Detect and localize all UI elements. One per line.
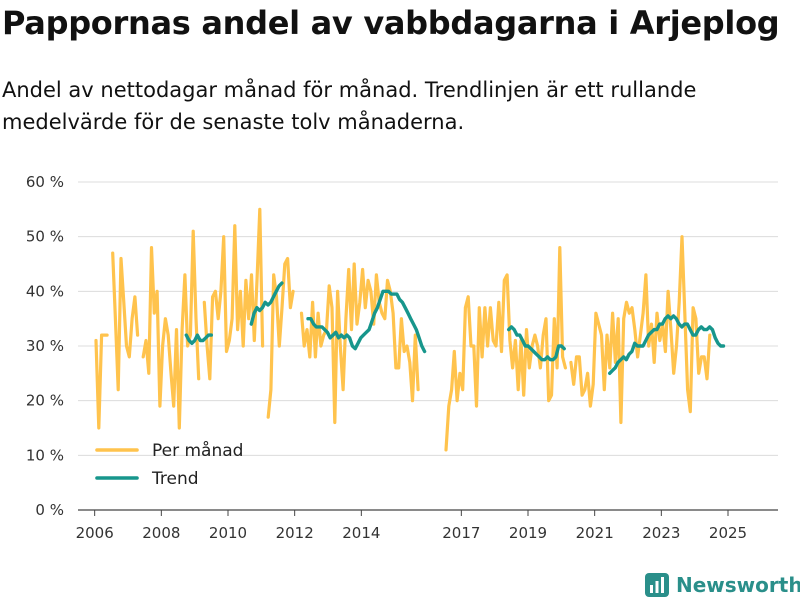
series-segment — [507, 325, 566, 362]
x-tick-label: 2010 — [209, 524, 247, 542]
x-tick-label: 2017 — [442, 524, 480, 542]
chart-subtitle: Andel av nettodagar månad för månad. Tre… — [2, 78, 697, 134]
series-segment — [249, 281, 284, 326]
x-tick-label: 2006 — [76, 524, 114, 542]
x-tick-label: 2008 — [142, 524, 180, 542]
legend-label: Trend — [151, 469, 199, 489]
series-segment — [184, 333, 213, 345]
y-tick-label: 50 % — [26, 228, 64, 246]
y-tick-label: 10 % — [26, 446, 64, 464]
newsworthy-logo-icon — [645, 573, 669, 597]
y-tick-label: 0 % — [35, 501, 64, 519]
series-layer — [94, 207, 726, 452]
chart-title: Pappornas andel av vabbdagarna i Arjeplo… — [2, 4, 780, 42]
y-tick-label: 40 % — [26, 282, 64, 300]
x-tick-label: 2019 — [509, 524, 547, 542]
y-tick-label: 60 % — [26, 173, 64, 191]
y-axis-tick-labels: 0 % 10 % 20 % 30 % 40 % 50 % 60 % — [26, 173, 64, 519]
series-segment — [94, 207, 420, 430]
legend: Per månad Trend — [95, 440, 243, 489]
brand-name: Newsworthy — [676, 573, 800, 597]
series-line-per-manad — [94, 207, 712, 452]
brand-logo[interactable]: Newsworthy — [644, 570, 800, 600]
x-tick-label: 2025 — [709, 524, 747, 542]
y-tick-label: 20 % — [26, 392, 64, 410]
y-tick-label: 30 % — [26, 337, 64, 355]
series-segment — [608, 314, 726, 375]
x-tick-label: 2021 — [576, 524, 614, 542]
series-segment — [306, 289, 427, 354]
series-line-trend — [184, 281, 726, 375]
series-segment — [444, 235, 712, 452]
legend-label: Per månad — [152, 440, 243, 461]
x-tick-label: 2014 — [342, 524, 380, 542]
x-tick-label: 2023 — [642, 524, 680, 542]
x-axis-tick-labels: 2006 2008 2010 2012 2014 2017 2019 2021 2023 2025 — [76, 510, 747, 542]
x-tick-label: 2012 — [276, 524, 314, 542]
